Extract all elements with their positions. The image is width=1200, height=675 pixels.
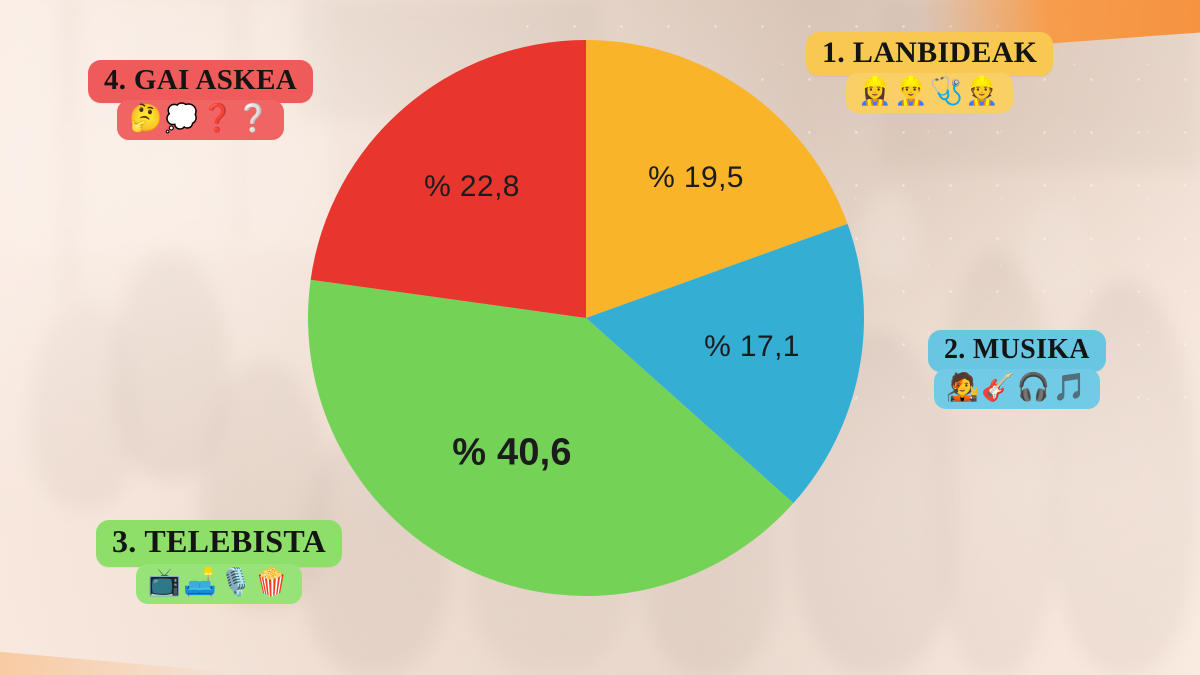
pie-slice-telebista: [308, 279, 794, 596]
pie-chart: [308, 40, 864, 596]
pie-slice-musika: [586, 223, 864, 504]
callout-musika-emoji-icons: 🧑‍🎤🎸🎧🎵: [933, 369, 1101, 409]
callout-musika-title: 2. MUSIKA: [928, 330, 1106, 373]
pie-chart-svg: [308, 40, 864, 596]
callout-musika: 2. MUSIKA 🧑‍🎤🎸🎧🎵: [928, 330, 1106, 409]
callout-lanbideak-emoji-icons: 👷‍♀️👷‍♂️🩺👷: [846, 73, 1013, 114]
callout-gai-askea-title: 4. GAI ASKEA: [88, 60, 313, 104]
callout-gai-askea: 4. GAI ASKEA 🤔💭❓❔: [88, 60, 313, 140]
pie-slice-lanbideak: [586, 40, 848, 318]
callout-telebista-title: 3. TELEBISTA: [96, 520, 343, 567]
pie-slice-group: [308, 40, 864, 596]
callout-lanbideak: 1. LANBIDEAK 👷‍♀️👷‍♂️🩺👷: [806, 32, 1054, 114]
callout-gai-askea-emoji-icons: 🤔💭❓❔: [117, 100, 284, 140]
pie-slice-gai-askea: [310, 40, 586, 318]
callout-lanbideak-title: 1. LANBIDEAK: [806, 32, 1054, 77]
callout-telebista-emoji-icons: 📺🛋️🎙️🍿: [135, 563, 303, 604]
callout-telebista: 3. TELEBISTA 📺🛋️🎙️🍿: [96, 520, 343, 604]
